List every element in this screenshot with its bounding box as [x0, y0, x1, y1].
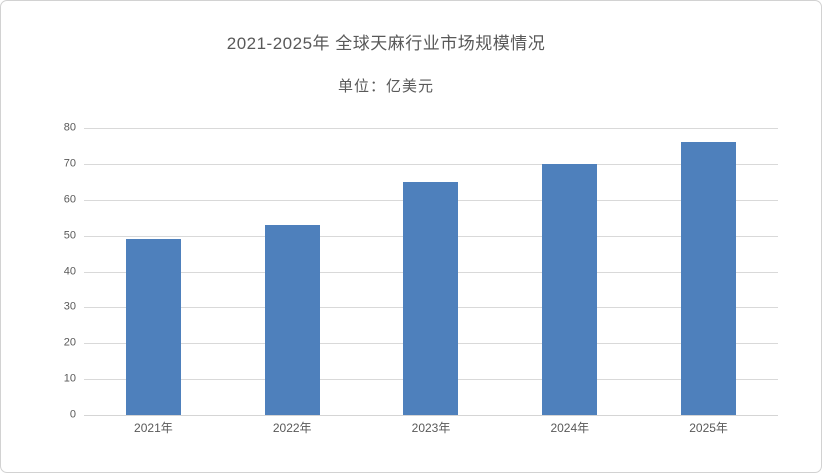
bar-slot — [223, 128, 362, 415]
x-axis: 2021年 2022年 2023年 2024年 2025年 — [84, 421, 778, 435]
y-tick-label: 60 — [63, 193, 76, 206]
bar-slot — [500, 128, 639, 415]
y-tick-label: 40 — [63, 265, 76, 277]
y-axis: 0 10 20 30 40 50 60 70 80 — [41, 122, 76, 420]
bar-2023年 — [403, 181, 459, 415]
y-tick-label: 30 — [63, 300, 76, 313]
x-tick-label: 2022年 — [272, 421, 312, 435]
x-tick-label: 2023年 — [411, 421, 451, 435]
gridline — [84, 163, 778, 165]
x-tick-label: 2024年 — [550, 421, 590, 435]
y-tick-label: 50 — [63, 229, 76, 242]
y-tick-label: 20 — [63, 336, 76, 349]
bar-slot — [639, 128, 778, 415]
bar-slot — [84, 128, 223, 415]
plot-area — [84, 128, 778, 416]
chart-title: 2021-2025年 全球天麻行业市场规模情况 — [226, 34, 546, 53]
gridline — [84, 128, 778, 129]
bar-2024年 — [542, 163, 598, 415]
y-tick-label: 70 — [63, 157, 76, 170]
y-tick-label: 80 — [63, 121, 76, 134]
x-tick-label: 2025年 — [689, 421, 728, 435]
bar-2025年 — [681, 142, 737, 415]
bar-slot — [362, 128, 501, 415]
bar-2022年 — [264, 224, 320, 415]
x-tick-label: 2021年 — [134, 421, 173, 435]
y-tick-label: 0 — [69, 408, 76, 421]
y-tick-label: 10 — [63, 372, 76, 385]
chart-subtitle: 单位：亿美元 — [337, 78, 434, 95]
bar-2021年 — [125, 239, 181, 415]
